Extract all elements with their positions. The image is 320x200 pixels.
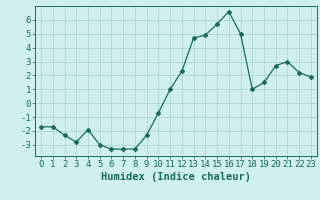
X-axis label: Humidex (Indice chaleur): Humidex (Indice chaleur) <box>101 172 251 182</box>
